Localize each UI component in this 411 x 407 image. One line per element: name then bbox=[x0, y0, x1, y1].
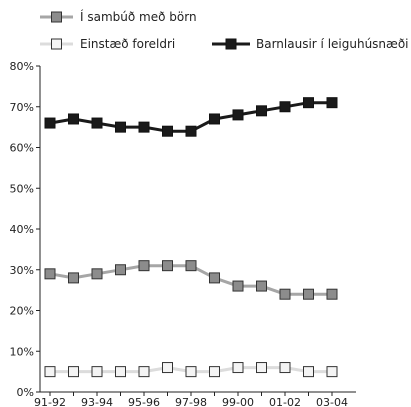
plot-area bbox=[44, 97, 338, 378]
y-tick-label-5: 50% bbox=[10, 182, 34, 195]
legend-marker-0 bbox=[51, 11, 62, 23]
y-ticks: 0% 10% 20% 30% 40% 50% 60% 70% 80% bbox=[10, 60, 40, 399]
legend: Í sambúð með börn Einstæð foreldri Barnl… bbox=[40, 9, 409, 51]
series-2-point-10 bbox=[279, 101, 291, 113]
x-tick-label-2: 95-96 bbox=[128, 396, 160, 407]
series-2-point-6 bbox=[185, 125, 197, 137]
series-2-point-5 bbox=[162, 125, 173, 137]
series-0-point-10 bbox=[279, 288, 291, 300]
y-tick-label-1: 10% bbox=[10, 345, 34, 358]
x-tick-label-1: 93-94 bbox=[81, 396, 113, 407]
series-1-point-9 bbox=[256, 362, 267, 374]
legend-label-0: Í sambúð með börn bbox=[80, 9, 197, 24]
series-2-point-4 bbox=[138, 121, 150, 133]
series-1-point-10 bbox=[279, 362, 291, 374]
series-1-point-12 bbox=[326, 366, 338, 378]
y-tick-label-8: 80% bbox=[10, 60, 34, 73]
series-0-point-8 bbox=[232, 280, 244, 292]
y-tick-label-0: 0% bbox=[17, 386, 34, 399]
series-0-point-3 bbox=[115, 264, 126, 276]
legend-label-1: Einstæð foreldri bbox=[80, 37, 175, 51]
series-2-point-9 bbox=[256, 105, 267, 117]
x-tick-label-6: 03-04 bbox=[316, 396, 348, 407]
series-0-point-1 bbox=[68, 272, 79, 284]
series-1-point-1 bbox=[68, 366, 79, 378]
axes: 0% 10% 20% 30% 40% 50% 60% 70% 80% 91-92 93-94 95-… bbox=[10, 60, 356, 407]
series-2-point-12 bbox=[326, 97, 338, 109]
series-0 bbox=[44, 260, 338, 300]
series-0-point-12 bbox=[326, 288, 338, 300]
series-2-point-3 bbox=[115, 121, 126, 133]
series-2-point-2 bbox=[91, 117, 103, 129]
series-0-point-9 bbox=[256, 280, 267, 292]
series-1-point-2 bbox=[91, 366, 103, 378]
series-1-point-11 bbox=[303, 366, 314, 378]
series-1-point-5 bbox=[162, 362, 173, 374]
series-0-point-4 bbox=[138, 260, 150, 272]
series-1-point-3 bbox=[115, 366, 126, 378]
series-2-point-0 bbox=[44, 117, 56, 129]
series-2 bbox=[44, 97, 338, 137]
x-tick-label-3: 97-98 bbox=[175, 396, 207, 407]
y-tick-label-7: 70% bbox=[10, 101, 34, 114]
x-tick-label-5: 01-02 bbox=[269, 396, 301, 407]
legend-item-0: Í sambúð með börn bbox=[40, 9, 197, 24]
series-1-point-6 bbox=[185, 366, 197, 378]
legend-marker-2 bbox=[225, 38, 237, 50]
series-0-point-5 bbox=[162, 260, 173, 272]
x-tick-label-0: 91-92 bbox=[34, 396, 66, 407]
x-tick-label-4: 99-00 bbox=[222, 396, 254, 407]
series-1-point-7 bbox=[209, 366, 220, 378]
series-2-point-7 bbox=[209, 113, 220, 125]
series-0-point-2 bbox=[91, 268, 103, 280]
series-0-point-11 bbox=[303, 288, 314, 300]
legend-item-1: Einstæð foreldri bbox=[40, 37, 175, 51]
series-0-point-7 bbox=[209, 272, 220, 284]
series-1-point-8 bbox=[232, 362, 244, 374]
legend-item-2: Barnlausir í leiguhúsnæði bbox=[212, 37, 409, 51]
y-tick-label-4: 40% bbox=[10, 223, 34, 236]
y-tick-label-2: 20% bbox=[10, 305, 34, 318]
series-1 bbox=[44, 362, 338, 378]
series-2-point-11 bbox=[303, 97, 314, 109]
series-2-point-8 bbox=[232, 109, 244, 121]
series-1-point-0 bbox=[44, 366, 56, 378]
legend-label-2: Barnlausir í leiguhúsnæði bbox=[256, 37, 409, 51]
y-tick-label-6: 60% bbox=[10, 142, 34, 155]
x-ticks: 91-92 93-94 95-96 97-98 99-00 01-02 03-04 bbox=[34, 392, 348, 407]
legend-marker-1 bbox=[51, 38, 62, 50]
y-tick-label-3: 30% bbox=[10, 264, 34, 277]
series-0-point-0 bbox=[44, 268, 56, 280]
series-2-point-1 bbox=[68, 113, 79, 125]
series-0-point-6 bbox=[185, 260, 197, 272]
series-1-point-4 bbox=[138, 366, 150, 378]
